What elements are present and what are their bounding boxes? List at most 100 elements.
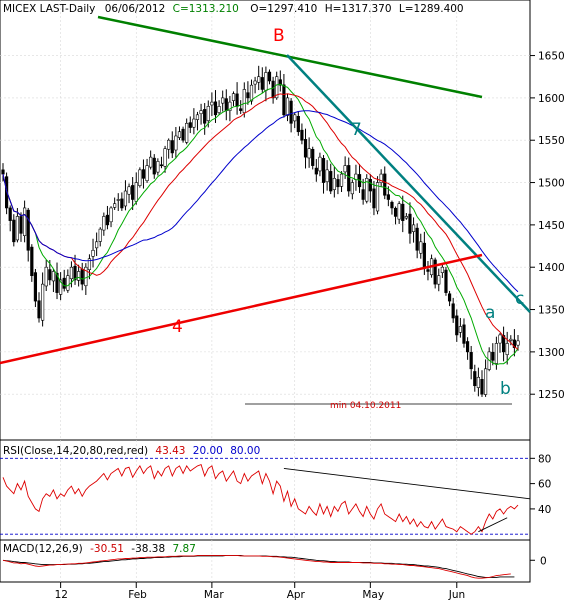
candle: [163, 145, 167, 173]
candle: [278, 70, 282, 92]
candle: [379, 169, 383, 187]
candle: [480, 370, 484, 397]
rsi-tick-label: 80: [538, 453, 551, 465]
candle: [87, 254, 92, 280]
label-4: 4: [172, 317, 183, 337]
candle: [483, 359, 488, 397]
candle: [44, 259, 48, 292]
candle: [437, 268, 441, 292]
candle: [271, 76, 275, 104]
candle: [26, 207, 30, 262]
trendline-4: [0, 253, 483, 365]
candle: [426, 261, 430, 281]
price-tick-label: 1400: [538, 262, 565, 274]
candle: [390, 200, 394, 215]
candle: [368, 174, 372, 203]
candle: [253, 76, 257, 94]
candle: [465, 337, 470, 360]
candle: [307, 137, 311, 168]
x-tick-label: Apr: [287, 589, 306, 601]
candle: [51, 268, 56, 293]
candle: [231, 91, 236, 107]
candle: [77, 264, 81, 287]
price-tick-label: 1450: [538, 220, 565, 232]
ma-line: [2, 110, 519, 293]
candle: [375, 176, 380, 215]
candle: [469, 345, 473, 380]
candle: [127, 183, 131, 204]
candle: [501, 326, 506, 362]
candle: [213, 90, 218, 123]
price-tick-label: 1500: [538, 178, 565, 190]
ma-line: [2, 93, 519, 350]
candle: [267, 69, 272, 85]
candle: [141, 159, 146, 189]
candle: [242, 82, 246, 118]
candle: [66, 269, 70, 293]
candle: [408, 202, 412, 244]
candle: [1, 163, 5, 182]
macd-header: MACD(12,26,9) -30.51 -38.38 7.87: [3, 543, 196, 555]
candle: [188, 116, 192, 134]
candle: [339, 171, 344, 192]
candle: [473, 364, 477, 392]
candle: [37, 292, 41, 323]
candle: [102, 212, 106, 236]
candle: [336, 174, 340, 195]
candle: [293, 112, 297, 129]
x-tick-label: Feb: [128, 589, 147, 601]
rsi-lines: [2, 464, 531, 535]
candle: [246, 81, 250, 105]
price-tick-label: 1650: [538, 51, 565, 63]
candle: [217, 100, 221, 116]
candle: [329, 163, 333, 195]
candle: [145, 158, 149, 183]
x-tick-label: May: [362, 589, 384, 601]
candle: [41, 272, 45, 327]
candle: [491, 343, 495, 366]
price-tick-label: 1350: [538, 305, 565, 317]
candle: [300, 123, 304, 145]
candle: [156, 158, 160, 176]
candle: [138, 167, 142, 188]
candle: [393, 206, 398, 225]
x-tick-label: Jun: [448, 589, 465, 601]
rsi-line: [2, 464, 519, 535]
candle: [109, 206, 113, 228]
candle: [15, 208, 20, 243]
rsi-grid: [0, 457, 530, 535]
candle: [105, 205, 110, 230]
candle: [12, 214, 16, 247]
label-7: 7: [351, 120, 362, 140]
candle: [303, 128, 308, 169]
candle: [289, 98, 293, 133]
candle: [167, 138, 171, 159]
candle: [516, 334, 520, 351]
rsi-tick-label: 60: [538, 479, 551, 491]
candle: [91, 238, 95, 268]
candle: [451, 297, 455, 323]
candle: [321, 155, 326, 194]
candle: [260, 67, 264, 93]
candle: [131, 177, 135, 211]
candle: [192, 108, 196, 135]
rsi-support: [478, 517, 508, 533]
candle: [458, 317, 462, 338]
candle: [314, 159, 318, 182]
candle: [19, 212, 23, 242]
candle: [343, 156, 347, 179]
price-tick-label: 1600: [538, 93, 565, 105]
candle: [73, 254, 77, 285]
candle: [332, 166, 336, 198]
candle: [419, 233, 423, 259]
macd-tick-label: 0: [540, 555, 547, 567]
candle: [195, 111, 200, 131]
candle: [444, 266, 448, 296]
candle: [476, 367, 480, 397]
candle: [62, 269, 66, 292]
rsi-trendline: [283, 467, 531, 500]
candle: [282, 73, 286, 118]
candle: [152, 154, 156, 179]
candle: [311, 146, 315, 170]
candle: [33, 268, 38, 308]
